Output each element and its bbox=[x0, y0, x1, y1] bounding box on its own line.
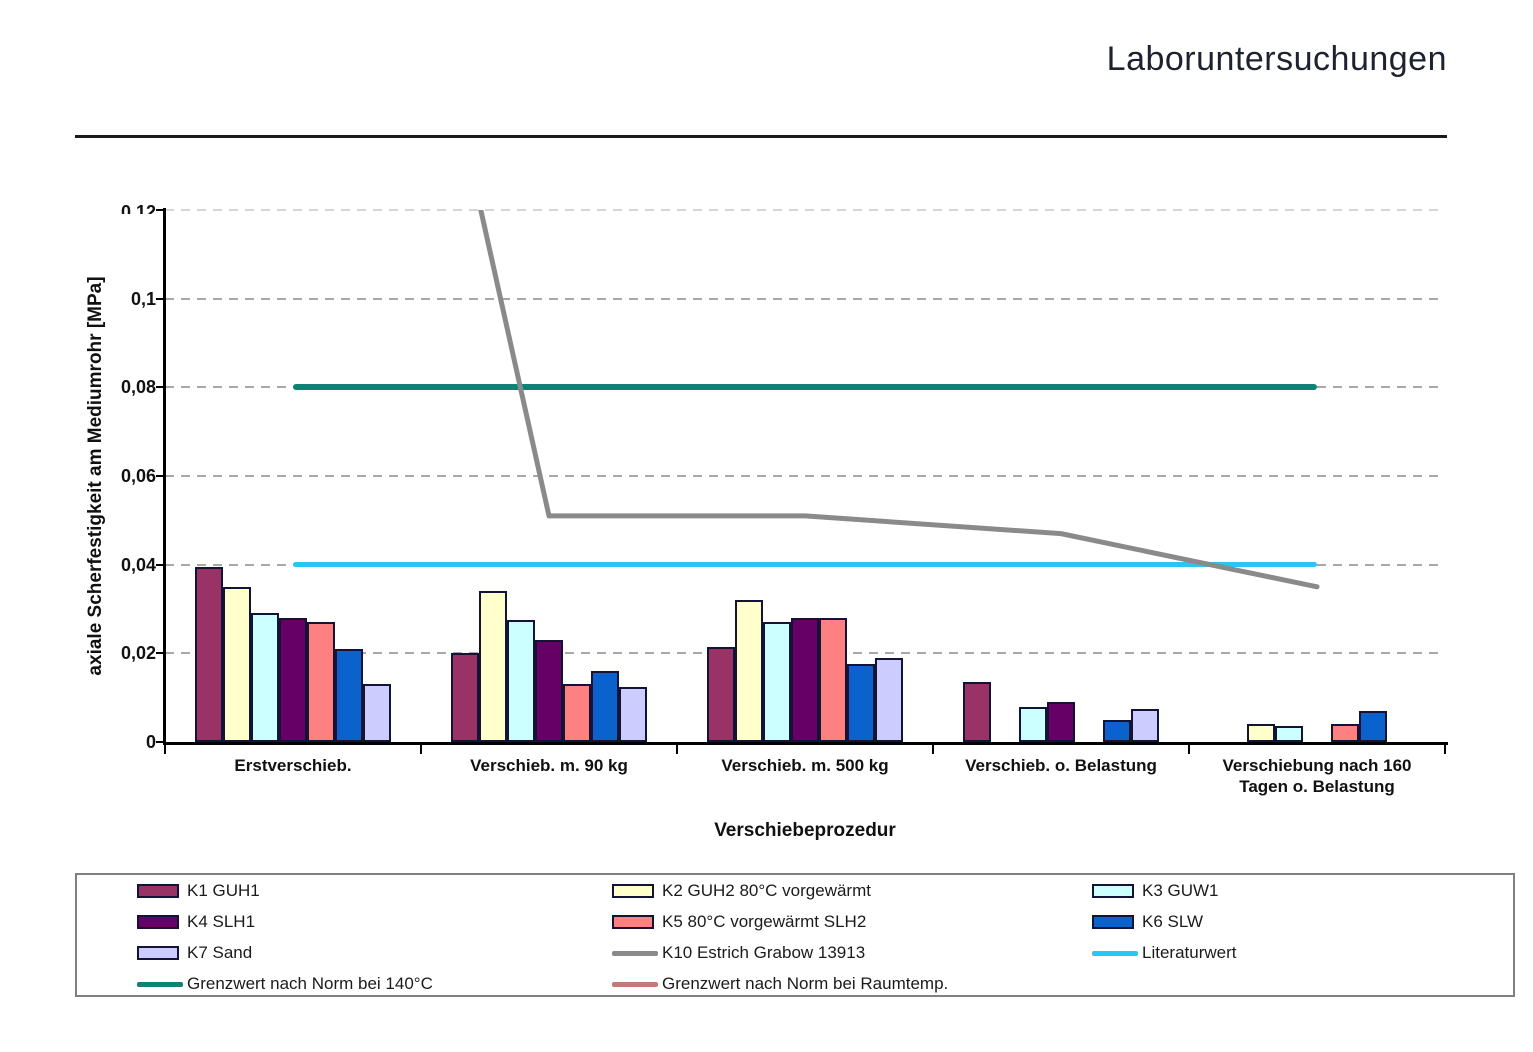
bar bbox=[1103, 719, 1131, 742]
y-tick-mark bbox=[156, 209, 165, 211]
bar bbox=[307, 622, 335, 742]
legend-entry-label: K1 GUH1 bbox=[187, 881, 260, 900]
y-tick-mark bbox=[156, 475, 165, 477]
y-tick-mark bbox=[156, 386, 165, 389]
y-tick-mark bbox=[156, 297, 165, 300]
x-tick-mark bbox=[164, 745, 166, 754]
x-tick-mark bbox=[676, 745, 678, 754]
bar bbox=[451, 653, 479, 742]
y-tick-label-clipped: 0,12 bbox=[86, 203, 156, 214]
y-tick-label: 0,02 bbox=[120, 643, 156, 664]
bar bbox=[223, 586, 251, 742]
bar bbox=[363, 684, 391, 742]
legend-entry-label: Literaturwert bbox=[1142, 943, 1237, 962]
bar bbox=[707, 646, 735, 742]
x-tick-mark bbox=[420, 745, 422, 754]
legend-swatch-line bbox=[612, 951, 658, 956]
legend-entry-label: Grenzwert nach Norm bei 140°C bbox=[187, 974, 433, 993]
bar bbox=[1331, 724, 1359, 742]
bar bbox=[875, 657, 903, 742]
bar bbox=[963, 682, 991, 742]
y-tick-label: 0,1 bbox=[130, 288, 156, 309]
legend-swatch-line bbox=[612, 982, 658, 987]
y-tick-label: 0,08 bbox=[120, 377, 156, 398]
reference-line bbox=[293, 384, 1317, 391]
k10-line bbox=[478, 210, 1320, 590]
y-tick-label: 0,04 bbox=[120, 554, 156, 575]
bar bbox=[251, 613, 279, 742]
x-axis-line bbox=[163, 742, 1448, 745]
bar bbox=[1247, 724, 1275, 742]
bar bbox=[763, 622, 791, 742]
legend-entry-label: K2 GUH2 80°C vorgewärmt bbox=[662, 881, 871, 900]
x-category-label: Erstverschieb. bbox=[234, 756, 352, 775]
legend-entry-label: Grenzwert nach Norm bei Raumtemp. bbox=[662, 974, 949, 993]
x-category-label: Verschieb. m. 90 kg bbox=[470, 756, 628, 775]
legend-swatch-line bbox=[1092, 951, 1138, 956]
bar bbox=[1019, 706, 1047, 742]
legend-swatch-bar bbox=[1092, 915, 1134, 929]
legend-swatch-bar bbox=[137, 884, 179, 898]
bar bbox=[563, 684, 591, 742]
bar bbox=[479, 591, 507, 742]
y-tick-mark bbox=[156, 652, 165, 655]
y-tick-mark bbox=[156, 741, 165, 743]
page-title: Laboruntersuchungen bbox=[1106, 40, 1447, 78]
y-gridline bbox=[165, 297, 1445, 300]
legend-entry-label: K6 SLW bbox=[1142, 912, 1204, 931]
bar bbox=[195, 566, 223, 742]
legend-swatch-line bbox=[137, 982, 183, 987]
x-tick-mark bbox=[1188, 745, 1190, 754]
bar bbox=[1359, 710, 1387, 742]
y-gridline bbox=[165, 209, 1445, 211]
bar bbox=[1275, 726, 1303, 742]
bar bbox=[279, 617, 307, 742]
legend-swatch-bar bbox=[612, 915, 654, 929]
legend-entry-label: K5 80°C vorgewärmt SLH2 bbox=[662, 912, 867, 931]
legend-swatch-bar bbox=[612, 884, 654, 898]
legend-entry-label: K3 GUW1 bbox=[1142, 881, 1219, 900]
bar bbox=[507, 620, 535, 742]
bar bbox=[1047, 702, 1075, 742]
x-category-label: Verschieb. o. Belastung bbox=[965, 756, 1157, 775]
bar bbox=[1131, 708, 1159, 742]
bar bbox=[591, 671, 619, 742]
line-series-layer bbox=[165, 210, 1445, 742]
x-category-label: Verschieb. m. 500 kg bbox=[721, 756, 889, 775]
y-axis-line bbox=[163, 208, 166, 744]
x-tick-mark bbox=[932, 745, 934, 754]
title-rule bbox=[75, 135, 1447, 138]
chart-legend: K1 GUH1 K4 SLH1 K7 Sand Grenzwert nach Norm… bbox=[75, 873, 1515, 997]
y-tick-label: 0,06 bbox=[120, 466, 156, 486]
y-gridline bbox=[165, 475, 1445, 477]
y-tick-label: 0,12 bbox=[120, 203, 156, 214]
legend-entry-label: K10 Estrich Grabow 13913 bbox=[662, 943, 866, 962]
bar bbox=[791, 617, 819, 742]
x-tick-mark bbox=[1444, 745, 1446, 754]
y-tick-label: 0 bbox=[145, 732, 156, 752]
x-axis-title: Verschiebeprozedur bbox=[714, 820, 896, 841]
reference-line bbox=[293, 562, 1317, 568]
bar bbox=[335, 648, 363, 742]
legend-swatch-bar bbox=[137, 915, 179, 929]
legend-swatch-bar bbox=[1092, 884, 1134, 898]
legend-entry-label: K4 SLH1 bbox=[187, 912, 256, 931]
legend-swatch-bar bbox=[137, 946, 179, 960]
legend-entry-label: K7 Sand bbox=[187, 943, 253, 962]
y-tick-mark bbox=[156, 563, 165, 566]
bar bbox=[847, 664, 875, 742]
bar bbox=[735, 600, 763, 742]
bar bbox=[619, 686, 647, 742]
bar bbox=[819, 617, 847, 742]
bar bbox=[535, 640, 563, 742]
x-category-label: Verschiebung nach 160 Tagen o. Belastung bbox=[1222, 756, 1412, 796]
